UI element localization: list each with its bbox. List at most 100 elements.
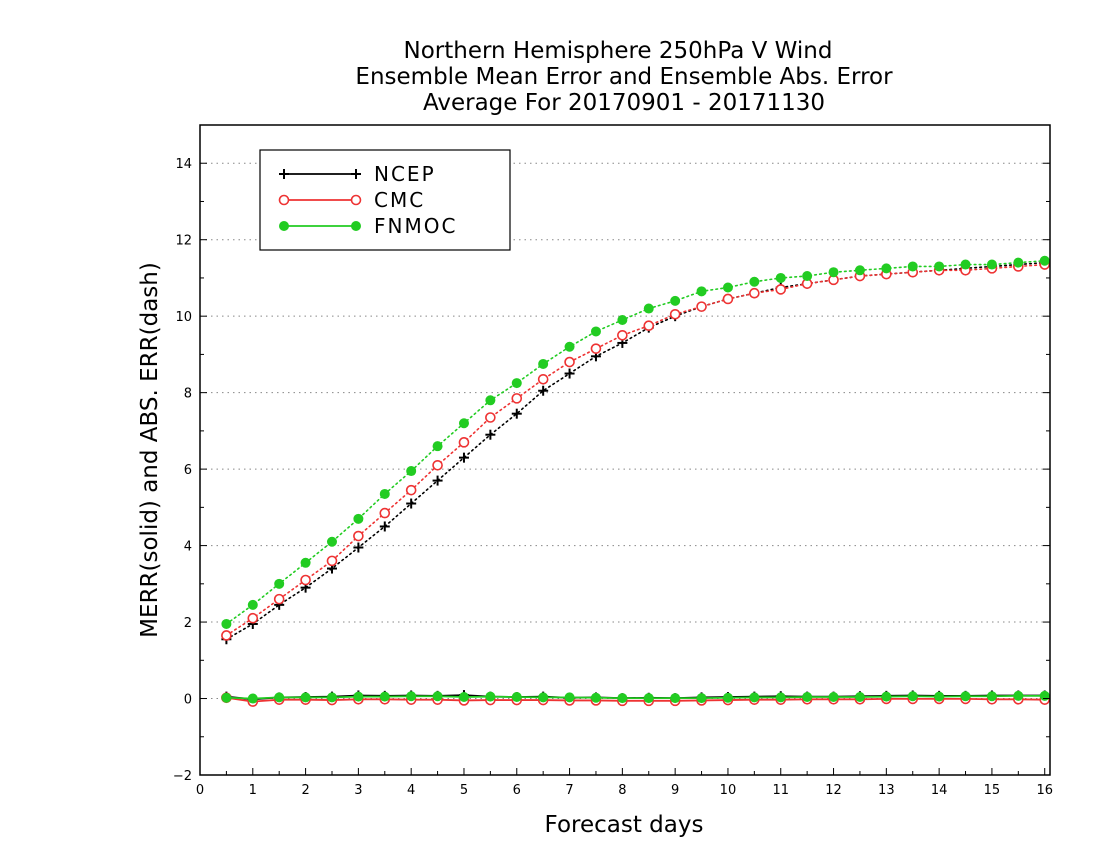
fnmoc-abs-err-point (749, 276, 760, 287)
fnmoc-abs-err-point (960, 259, 971, 270)
x-tick-label: 13 (878, 783, 895, 798)
fnmoc-mean-err-point (854, 692, 865, 702)
ncep-abs-err-point (379, 521, 390, 532)
title-line-1: Northern Hemisphere 250hPa V Wind (404, 38, 833, 64)
legend-label: CMC (374, 188, 425, 212)
fnmoc-mean-err-point (538, 692, 549, 703)
fnmoc-abs-err-point (775, 272, 786, 283)
ncep-abs-err-point (458, 452, 469, 463)
fnmoc-abs-err-point (564, 341, 575, 352)
plot-series (221, 255, 1051, 707)
y-tick-label: 8 (184, 387, 192, 402)
fnmoc-mean-err-point (881, 691, 892, 702)
fnmoc-mean-err-point (247, 693, 258, 704)
legend-entry-ncep: NCEP (279, 162, 436, 186)
fnmoc-mean-err-point (617, 693, 628, 704)
y-tick-label: −2 (173, 769, 192, 784)
x-tick-label: 16 (1036, 783, 1053, 798)
cmc-abs-err-point (300, 574, 311, 586)
fnmoc-mean-err-point (1039, 690, 1050, 701)
fnmoc-abs-err-point (934, 261, 945, 272)
cmc-abs-err-point (432, 459, 443, 471)
fnmoc-abs-err-point (221, 618, 232, 629)
legend-marker (351, 221, 361, 231)
fnmoc-mean-err-point (670, 693, 681, 704)
cmc-abs-err-point (405, 484, 417, 496)
grid-lines (200, 162, 1050, 776)
fnmoc-abs-err-point (353, 513, 364, 524)
fnmoc-abs-err-point (722, 282, 733, 293)
legend-label: NCEP (374, 162, 436, 186)
cmc-abs-err-point (247, 612, 259, 624)
cmc-abs-err-point (511, 393, 523, 404)
fnmoc-mean-err-point (326, 692, 337, 703)
cmc-abs-err-point (564, 356, 575, 368)
fnmoc-mean-err-point (590, 692, 601, 703)
x-tick-label: 14 (931, 783, 948, 798)
fnmoc-abs-err-point (326, 536, 337, 547)
fnmoc-mean-err-point (221, 692, 232, 703)
fnmoc-mean-err-point (907, 691, 918, 702)
cmc-abs-err-point (537, 373, 549, 385)
x-tick-label: 15 (984, 783, 1001, 798)
fnmoc-abs-err-point (1013, 257, 1024, 268)
title-line-3: Average For 20170901 - 20171130 (423, 90, 825, 116)
ncep-abs-err-point (406, 498, 417, 509)
cmc-abs-err-point (590, 343, 602, 354)
legend-marker (350, 194, 362, 206)
series-cmc (221, 259, 1051, 707)
fnmoc-abs-err-point (881, 263, 892, 274)
fnmoc-mean-err-point (379, 691, 390, 702)
x-tick-label: 1 (249, 783, 257, 798)
fnmoc-mean-err-point (696, 693, 707, 704)
fnmoc-abs-err-point (458, 418, 469, 429)
chart-title: Northern Hemisphere 250hPa V Wind Ensemb… (355, 38, 893, 116)
cmc-abs-err-point (485, 412, 496, 423)
cmc-abs-err-point (379, 507, 391, 519)
legend-marker (278, 194, 290, 206)
fnmoc-mean-err-point (406, 691, 417, 702)
ncep-abs-err-point (432, 475, 443, 486)
x-tick-label: 9 (671, 783, 679, 798)
fnmoc-mean-err-point (564, 692, 575, 703)
series-fnmoc (221, 255, 1050, 704)
fnmoc-abs-err-point (300, 557, 311, 568)
series-ncep (221, 257, 1050, 705)
fnmoc-mean-err-point (458, 692, 469, 702)
ncep-abs-err-point (485, 429, 496, 440)
x-tick-label: 10 (720, 783, 737, 798)
fnmoc-abs-err-point (986, 259, 997, 270)
legend-entry-cmc: CMC (278, 188, 425, 212)
cmc-abs-err-point (643, 320, 655, 332)
fnmoc-abs-err-line (225, 259, 1046, 625)
fnmoc-abs-err-point (590, 326, 601, 337)
y-tick-label: 0 (184, 693, 192, 708)
fnmoc-mean-err-point (1013, 690, 1024, 701)
fnmoc-mean-err-point (643, 693, 654, 704)
x-tick-label: 7 (565, 783, 573, 798)
fnmoc-abs-err-point (643, 303, 654, 314)
fnmoc-mean-err-point (300, 692, 311, 703)
cmc-abs-err-point (221, 630, 232, 641)
ncep-abs-err-point (353, 542, 364, 553)
x-tick-label: 3 (354, 783, 362, 798)
x-tick-label: 0 (196, 783, 204, 798)
fnmoc-abs-err-point (907, 261, 918, 272)
x-tick-label: 4 (407, 783, 415, 798)
fnmoc-abs-err-point (696, 286, 707, 297)
cmc-abs-err-point (749, 287, 760, 299)
cmc-abs-err-line (225, 263, 1046, 637)
y-tick-label: 6 (184, 463, 192, 478)
fnmoc-abs-err-point (379, 488, 390, 499)
fnmoc-abs-err-point (617, 315, 628, 325)
x-tick-label: 12 (825, 783, 842, 798)
legend-marker (279, 169, 289, 179)
ncep-abs-err-line (225, 261, 1046, 641)
fnmoc-mean-err-point (485, 691, 496, 702)
fnmoc-mean-err-point (960, 691, 971, 702)
fnmoc-mean-err-point (274, 692, 285, 703)
